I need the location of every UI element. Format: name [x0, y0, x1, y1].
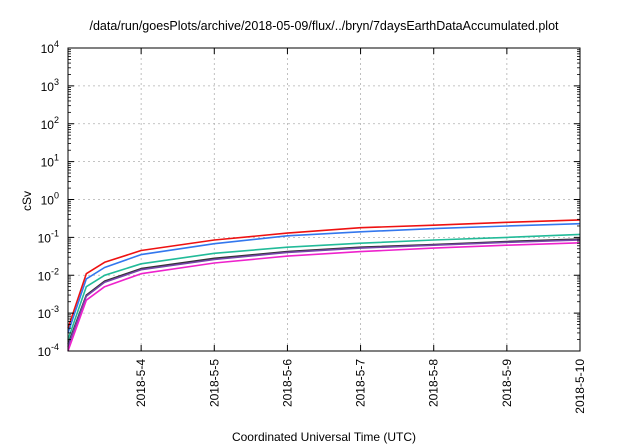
x-tick-label: 2018-5-9: [500, 359, 514, 407]
y-tick-label: 10-3: [38, 304, 59, 321]
x-tick-label: 2018-5-5: [207, 359, 221, 407]
x-axis-label: Coordinated Universal Time (UTC): [232, 430, 416, 444]
y-tick-label: 103: [41, 77, 59, 94]
series-line-6: [67, 242, 581, 352]
x-tick-label: 2018-5-8: [427, 359, 441, 407]
y-tick-label: 10-2: [38, 266, 59, 283]
chart-title: /data/run/goesPlots/archive/2018-05-09/f…: [89, 19, 559, 33]
x-tick-label: 2018-5-7: [354, 359, 368, 407]
series-line-4: [67, 238, 581, 345]
series-line-1: [67, 219, 581, 329]
series-line-2: [67, 222, 581, 334]
y-tick-label: 100: [41, 191, 59, 208]
x-axis-ticks: 2018-5-4 2018-5-5 2018-5-6 2018-5-7 2018-5-8…: [134, 48, 587, 414]
y-tick-label: 10-4: [38, 342, 59, 359]
series-line-5: [67, 239, 581, 347]
x-tick-label: 2018-5-4: [134, 359, 148, 407]
y-tick-label: 10-1: [38, 228, 59, 245]
y-tick-label: 101: [41, 153, 59, 170]
y-axis-ticks: 10-4 10-3 10-2 10-1 100 101 102 103 104: [38, 39, 580, 359]
grid: [68, 48, 580, 351]
series-lines: [67, 219, 581, 352]
x-tick-label: 2018-5-6: [280, 359, 294, 407]
x-tick-label: 2018-5-10: [573, 359, 587, 414]
series-line-3: [67, 233, 581, 340]
y-axis-label: cSv: [20, 191, 34, 211]
y-tick-label: 102: [41, 115, 59, 132]
y-tick-label: 104: [41, 39, 59, 56]
